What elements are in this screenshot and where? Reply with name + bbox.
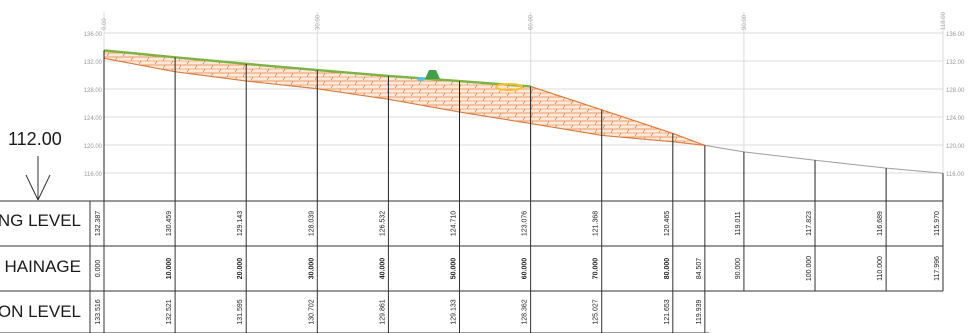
formation-level-value: 131.595	[237, 299, 244, 324]
fill-region	[104, 50, 705, 146]
existing-level-value: 120.465	[664, 211, 671, 236]
chainage-value: 110.000	[877, 256, 884, 281]
existing-level-value: 115.970	[934, 211, 941, 236]
chainage-value: 90.000	[735, 258, 742, 280]
existing-level-value: 130.459	[166, 211, 173, 236]
existing-level-value: 126.532	[379, 211, 386, 236]
elevation-tick-label-left: 128.00	[84, 88, 103, 94]
chainage-value: 80.000	[664, 258, 671, 280]
formation-level-value: 119.939	[696, 300, 703, 325]
formation-level-value: 121.653	[664, 299, 671, 324]
chainage-top-label: 60.00	[529, 14, 535, 30]
existing-level-value: 123.076	[522, 211, 529, 236]
elevation-tick-label-left: 132.00	[84, 60, 103, 66]
elevation-tick-label-right: 124.00	[946, 116, 965, 122]
chainage-value: 117.996	[934, 256, 941, 281]
formation-level-value: 132.521	[166, 299, 173, 324]
elevation-tick-label-left: 116.00	[84, 172, 103, 178]
existing-level-value: 121.368	[593, 211, 600, 236]
chainage-value: 40.000	[379, 258, 386, 280]
chainage-value: 10.000	[166, 258, 173, 280]
formation-level-value: 133.516	[95, 299, 102, 324]
chainage-top-label: 90.00	[742, 14, 748, 30]
existing-level-row-label: NG LEVEL	[0, 211, 81, 230]
chainage-value: 100.000	[806, 256, 813, 281]
elevation-tick-label-right: 136.00	[946, 32, 965, 38]
existing-level-value: 119.011	[735, 211, 742, 235]
chainage-value: 70.000	[593, 258, 600, 280]
chainage-value: 0.000	[95, 260, 102, 278]
chainage-value: 84.507	[696, 258, 703, 280]
profile-labels: 136.00 136.00 132.00 132.00 128.00 128.00 124.…	[84, 11, 965, 324]
embankment-fill	[104, 50, 705, 146]
chainage-value: 20.000	[237, 258, 244, 280]
elevation-tick-label-right: 116.00	[946, 172, 965, 178]
station-ordinates	[103, 50, 944, 201]
elevation-tick-label-right: 120.00	[946, 144, 965, 150]
existing-level-value: 128.039	[308, 211, 315, 236]
formation-level-value: 125.027	[593, 299, 600, 324]
chainage-value: 50.000	[451, 258, 458, 280]
fill-bottom-line	[103, 57, 705, 146]
existing-level-value: 124.710	[451, 211, 458, 236]
elevation-tick-label-right: 132.00	[946, 60, 965, 66]
chainage-row-label: HAINAGE	[4, 257, 81, 276]
datum-label: 112.00	[8, 129, 62, 149]
formation-level-value: 128.362	[522, 299, 529, 324]
profile-table	[0, 200, 944, 333]
chainage-value: 30.000	[308, 258, 315, 280]
existing-level-value: 129.143	[237, 211, 244, 236]
chainage-top-label: 30.00	[315, 14, 321, 30]
chainage-top-label: 118.00	[941, 11, 947, 30]
formation-level-value: 129.133	[451, 299, 458, 324]
kerb-symbol	[417, 70, 440, 81]
existing-level-value: 116.689	[877, 211, 884, 236]
elevation-tick-label-left: 120.00	[84, 144, 103, 150]
formation-level-value: 129.861	[379, 299, 386, 324]
existing-level-value: 117.823	[806, 211, 813, 236]
soil-marker	[495, 83, 523, 91]
elevation-tick-label-left: 124.00	[84, 116, 103, 122]
formation-level-row-label: ON LEVEL	[0, 302, 81, 321]
chainage-top-label: 0.00	[102, 18, 108, 30]
elevation-tick-label-left: 136.00	[84, 32, 103, 38]
chainage-value: 60.000	[522, 258, 529, 280]
side-slope-line	[530, 85, 706, 146]
existing-level-value: 132.387	[95, 211, 102, 236]
formation-level-value: 130.702	[308, 299, 315, 324]
datum-arrow-icon	[25, 156, 51, 201]
elevation-tick-label-right: 128.00	[946, 88, 965, 94]
